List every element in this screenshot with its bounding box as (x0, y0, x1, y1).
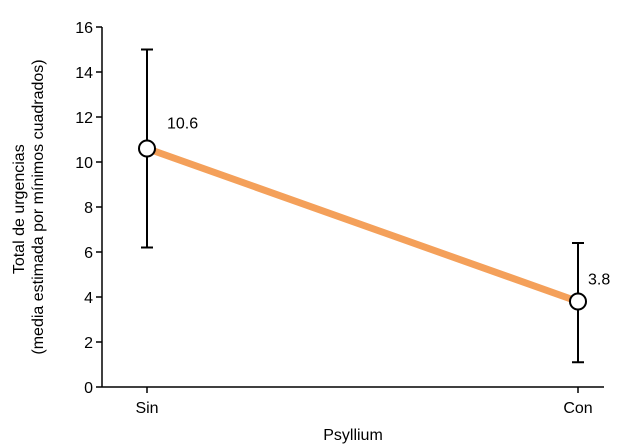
plot-area: 10.6 3.8 (138, 48, 610, 364)
data-label: 10.6 (167, 116, 198, 133)
y-tick-label: 8 (84, 200, 93, 217)
y-tick-label: 14 (75, 65, 93, 82)
x-tick-label: Con (563, 400, 592, 417)
y-axis-title-line-1: Total de urgencias (11, 144, 28, 274)
y-axis-title-line-2: (media estimada por mínimos cuadrados) (30, 59, 47, 354)
y-tick-label: 4 (84, 290, 93, 307)
y-tick-label: 2 (84, 335, 93, 352)
data-point (138, 139, 156, 158)
axes: 0 2 4 6 8 10 12 14 16 Sin Con (75, 20, 604, 417)
y-axis-title: Total de urgencias (media estimada por m… (11, 59, 47, 354)
data-point (569, 292, 587, 311)
y-tick-label: 0 (84, 380, 93, 397)
series-line (143, 145, 582, 305)
y-tick-label: 6 (84, 245, 93, 262)
y-tick-label: 12 (75, 110, 93, 127)
y-tick-label: 10 (75, 155, 93, 172)
x-tick-label: Sin (135, 400, 158, 417)
y-tick-label: 16 (75, 20, 93, 37)
x-axis-title: Psyllium (323, 427, 383, 444)
data-label: 3.8 (588, 272, 610, 289)
